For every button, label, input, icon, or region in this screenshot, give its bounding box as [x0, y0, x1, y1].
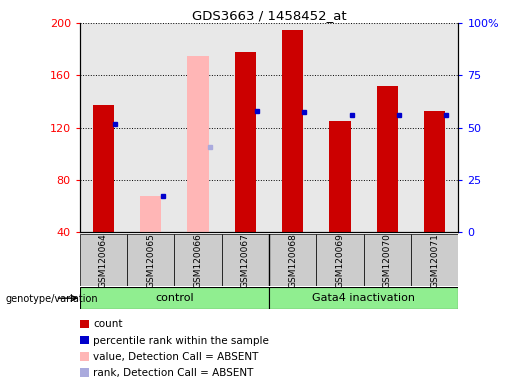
Text: rank, Detection Call = ABSENT: rank, Detection Call = ABSENT	[93, 368, 253, 378]
Text: percentile rank within the sample: percentile rank within the sample	[93, 336, 269, 346]
Bar	[377, 86, 398, 232]
Bar	[222, 234, 269, 286]
Title: GDS3663 / 1458452_at: GDS3663 / 1458452_at	[192, 9, 347, 22]
Bar	[330, 121, 351, 232]
Bar	[269, 234, 316, 286]
Bar	[93, 106, 114, 232]
Text: GSM120068: GSM120068	[288, 233, 297, 288]
Text: value, Detection Call = ABSENT: value, Detection Call = ABSENT	[93, 352, 259, 362]
Bar	[316, 234, 364, 286]
Bar	[411, 234, 458, 286]
Text: GSM120067: GSM120067	[241, 233, 250, 288]
Text: GSM120070: GSM120070	[383, 233, 392, 288]
Bar	[424, 111, 445, 232]
Text: GSM120069: GSM120069	[336, 233, 345, 288]
Bar	[127, 234, 175, 286]
Text: control: control	[155, 293, 194, 303]
Bar	[80, 287, 269, 309]
Text: Gata4 inactivation: Gata4 inactivation	[312, 293, 415, 303]
Text: GSM120071: GSM120071	[430, 233, 439, 288]
Bar	[187, 56, 209, 232]
Bar	[140, 196, 161, 232]
Text: GSM120065: GSM120065	[146, 233, 156, 288]
Text: count: count	[93, 319, 123, 329]
Bar	[235, 52, 256, 232]
Bar	[282, 30, 303, 232]
Bar	[80, 234, 127, 286]
Bar	[175, 234, 222, 286]
Bar	[364, 234, 411, 286]
Text: GSM120066: GSM120066	[194, 233, 202, 288]
Text: GSM120064: GSM120064	[99, 233, 108, 288]
Bar	[269, 287, 458, 309]
Text: genotype/variation: genotype/variation	[5, 294, 98, 304]
